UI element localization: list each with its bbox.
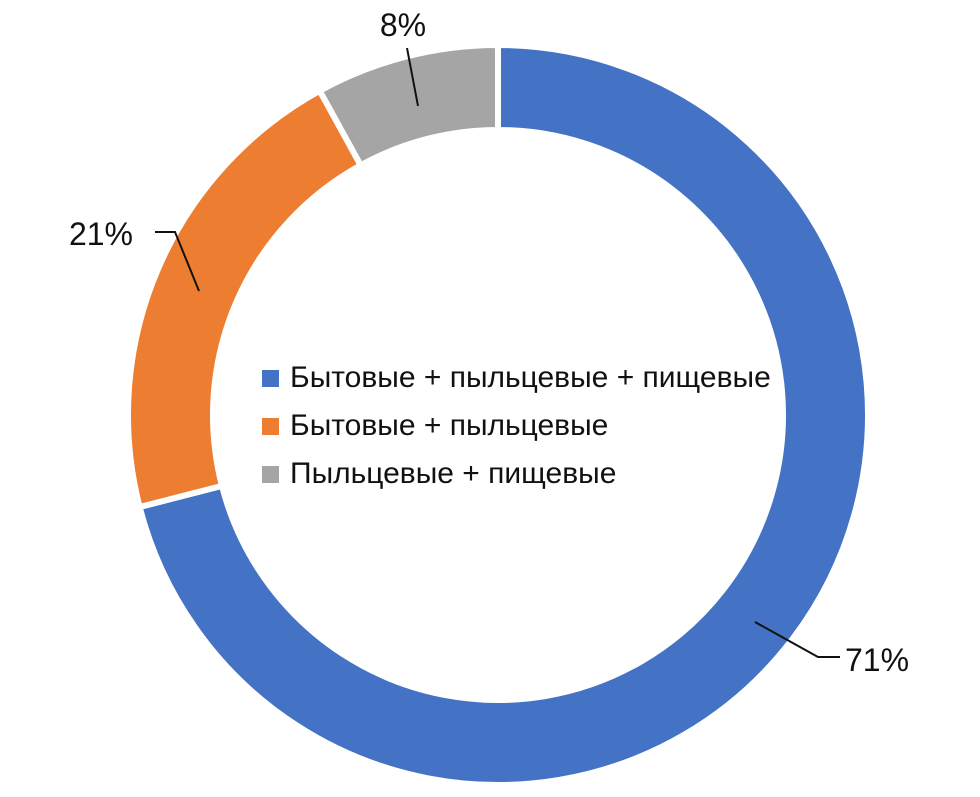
slice-pollen-food: [315, 41, 501, 170]
slice-household-pollen-food: [135, 41, 871, 788]
slice-household-pollen: [125, 86, 365, 511]
legend: Бытовые + пыльцевые + пищевые Бытовые + п…: [262, 361, 771, 490]
leader-line-1: [754, 621, 840, 658]
data-label-8: 8%: [380, 7, 426, 43]
legend-swatch-2: [262, 418, 279, 435]
legend-entry-2: Бытовые + пыльцевые: [290, 409, 608, 442]
legend-entry-3: Пыльцевые + пищевые: [290, 457, 616, 490]
leader-line-3: [406, 47, 419, 107]
leader-line-2: [155, 231, 200, 292]
data-labels: 71% 21% 8%: [69, 7, 909, 678]
legend-swatch-1: [262, 370, 279, 387]
legend-entry-1: Бытовые + пыльцевые + пищевые: [290, 361, 771, 394]
data-label-21: 21%: [69, 216, 133, 252]
leader-lines: [155, 47, 840, 658]
legend-swatch-3: [262, 466, 279, 483]
data-label-71: 71%: [845, 642, 909, 678]
donut-slices: [125, 41, 871, 788]
